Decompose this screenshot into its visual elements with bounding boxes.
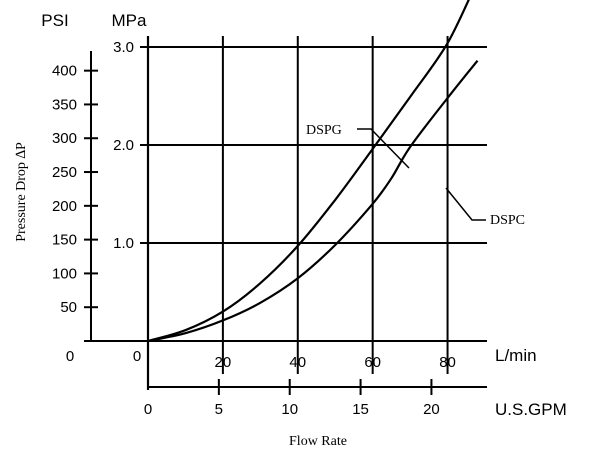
psi-tick-label: 100 — [52, 265, 77, 282]
gpm-tick-label: 5 — [215, 401, 223, 418]
psi-tick-label: 400 — [52, 63, 77, 80]
mpa-tick-label: 2.0 — [113, 137, 134, 154]
lmin-tick-label: 60 — [364, 354, 381, 371]
lmin-tick-label: 20 — [215, 354, 232, 371]
psi-tick-label: 350 — [52, 96, 77, 113]
psi-unit-label: PSI — [41, 11, 68, 30]
gpm-tick-label: 0 — [144, 401, 152, 418]
mpa-tick-label: 3.0 — [113, 39, 134, 56]
curve-dspc — [147, 60, 479, 343]
gpm-unit-label: U.S.GPM — [495, 400, 567, 419]
series-label-dspc: DSPC — [490, 213, 525, 228]
gpm-tick-label: 10 — [281, 401, 298, 418]
lmin-tick-label: 80 — [439, 354, 456, 371]
y-axis-title: Pressure Drop ∆P — [14, 142, 29, 242]
psi-tick-label: 300 — [52, 130, 77, 147]
x-axis-title: Flow Rate — [289, 434, 347, 449]
leader-line-dspc — [445, 187, 486, 221]
mpa-zero-label: 0 — [133, 348, 141, 365]
gpm-tick-label: 15 — [352, 401, 369, 418]
psi-tick-label: 150 — [52, 232, 77, 249]
gpm-tick-label: 20 — [423, 401, 440, 418]
psi-tick-label: 250 — [52, 164, 77, 181]
lmin-tick-label: 40 — [289, 354, 306, 371]
curve-dspg — [147, 0, 470, 343]
psi-zero-label: 0 — [66, 348, 74, 365]
leader-line-dspg — [357, 128, 410, 169]
mpa-tick-label: 1.0 — [113, 235, 134, 252]
mpa-unit-label: MPa — [112, 11, 148, 30]
psi-tick-label: 50 — [60, 299, 77, 316]
series-label-dspg: DSPG — [306, 123, 342, 138]
psi-tick-label: 200 — [52, 198, 77, 215]
lmin-unit-label: L/min — [495, 346, 537, 365]
